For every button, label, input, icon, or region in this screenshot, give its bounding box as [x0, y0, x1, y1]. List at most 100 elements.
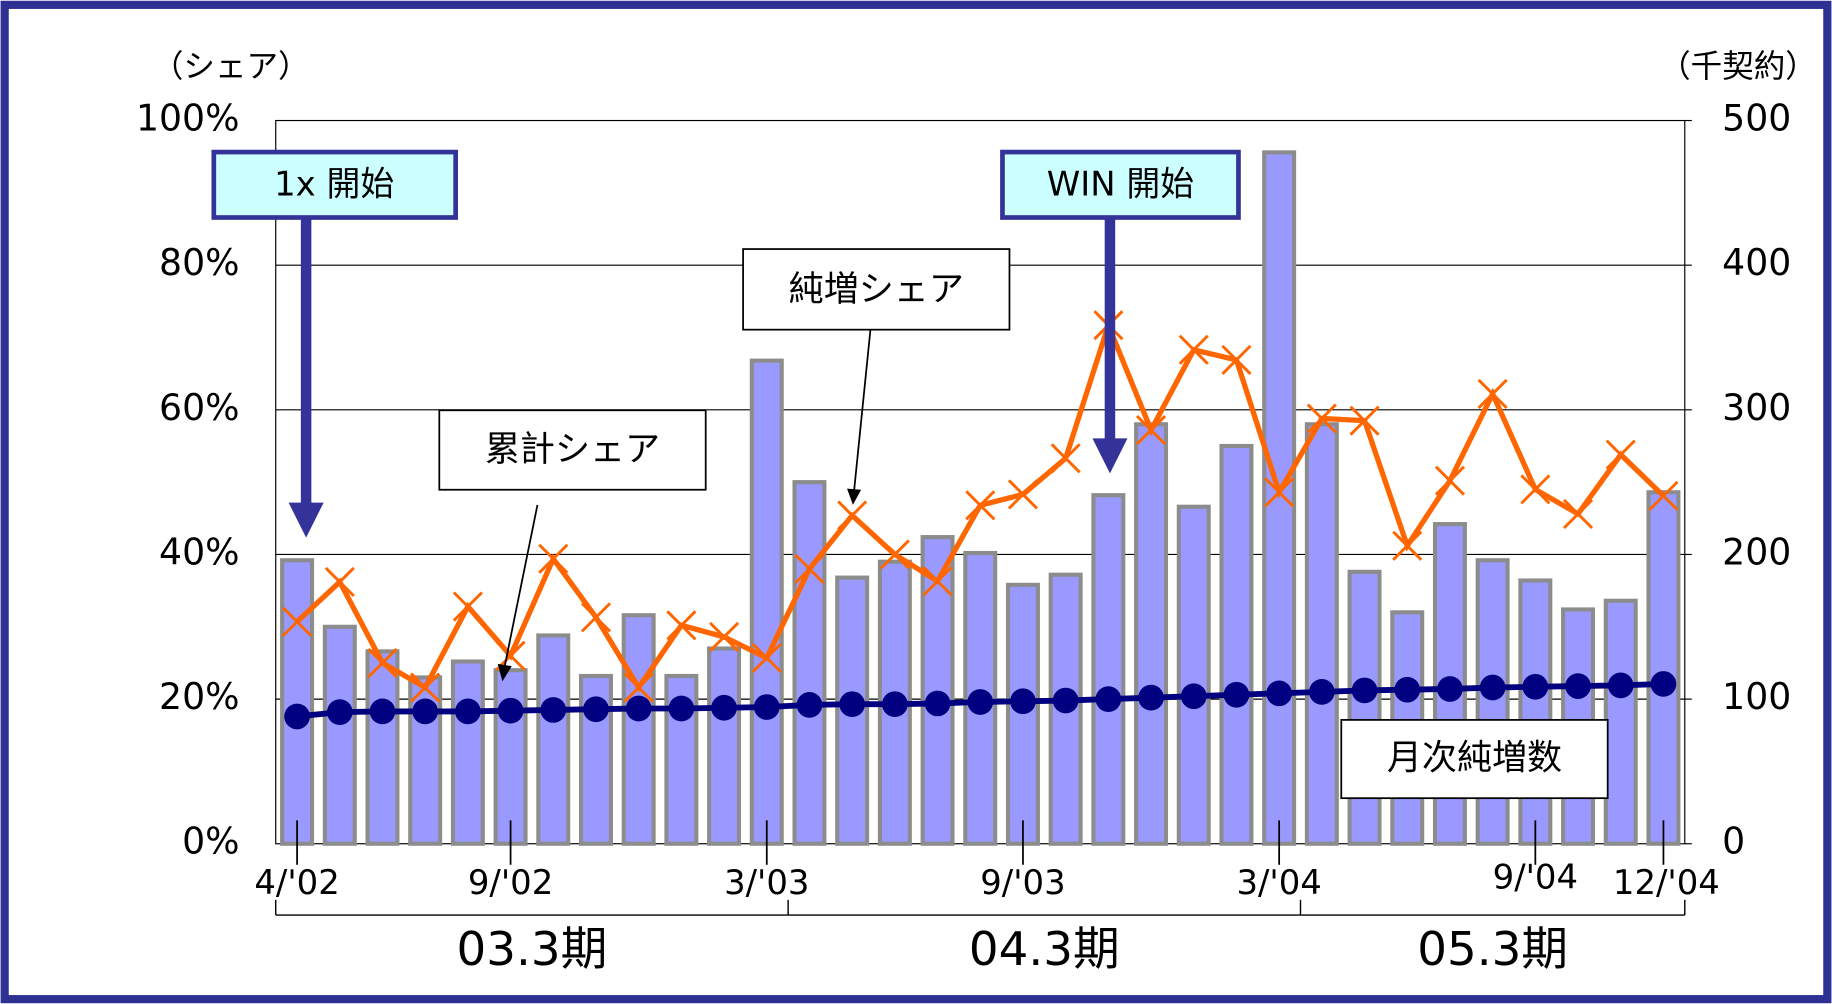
bar	[450, 659, 485, 846]
marker	[625, 695, 652, 722]
marker	[282, 606, 313, 637]
x-tick-label: 3/'04	[1236, 863, 1321, 902]
annotations: 1x 開始 WIN 開始 純増シェア 累計シェア	[211, 149, 1241, 682]
callout-line	[853, 329, 872, 491]
marker	[284, 703, 310, 730]
marker	[1522, 673, 1549, 700]
x-tick-label: 9/'03	[980, 863, 1065, 902]
bar	[749, 358, 784, 846]
annotation-box	[211, 149, 458, 220]
y2-tick-label: 100	[1722, 675, 1791, 718]
marker	[751, 642, 782, 673]
marker	[1605, 439, 1636, 470]
marker	[1437, 676, 1463, 702]
callout-box	[1340, 719, 1609, 800]
bar	[1475, 558, 1510, 846]
bar	[1304, 422, 1339, 846]
marker	[367, 647, 398, 678]
bar	[322, 624, 357, 846]
bar	[536, 633, 571, 846]
annotation: 1x 開始	[274, 164, 394, 203]
marker	[1050, 443, 1081, 474]
marker	[1351, 677, 1378, 704]
marker	[666, 610, 697, 641]
x-tick-label: 12/'04	[1613, 863, 1720, 902]
arrow-head	[1092, 438, 1128, 474]
bar	[920, 535, 955, 846]
y2-tick-label: 0	[1722, 820, 1745, 863]
marker	[1520, 474, 1551, 505]
marker	[538, 543, 569, 574]
marker	[324, 566, 355, 597]
marker	[583, 696, 609, 723]
marker	[1264, 477, 1295, 508]
arrow-head	[288, 502, 324, 538]
marker	[1650, 671, 1677, 697]
marker	[1266, 680, 1293, 707]
marker	[369, 698, 396, 725]
x-tick-label: 3/'03	[724, 863, 809, 902]
marker	[1136, 415, 1167, 446]
bar	[621, 613, 656, 846]
marker	[709, 621, 740, 652]
bar	[1134, 422, 1169, 846]
callout: 純増シェア	[789, 269, 964, 310]
marker	[1221, 344, 1252, 375]
annotation-box	[1000, 149, 1241, 220]
marker	[1477, 378, 1508, 409]
marker	[967, 689, 994, 715]
y2-axis-label: （千契約）	[1659, 49, 1817, 85]
bar	[365, 649, 400, 846]
period-label: 04.3期	[969, 923, 1120, 977]
x-tick-label: 4/'02	[254, 863, 339, 902]
annotation: WIN 開始	[1047, 164, 1194, 203]
marker	[1178, 334, 1209, 365]
marker	[623, 672, 654, 703]
marker	[711, 694, 737, 721]
marker	[452, 591, 483, 622]
bar	[792, 480, 827, 846]
y-tick-label: 20%	[159, 675, 239, 718]
y-tick-label: 0%	[182, 820, 239, 863]
y-axis-label: （シェア）	[152, 49, 310, 85]
lines: 月次純増数	[282, 310, 1679, 800]
marker	[839, 691, 866, 718]
marker	[965, 490, 996, 521]
marker	[1434, 465, 1465, 496]
callout-head	[847, 488, 862, 505]
marker	[1223, 681, 1250, 708]
y2-tick-label: 400	[1722, 241, 1791, 284]
marker	[879, 539, 910, 570]
y-tick-label: 80%	[159, 241, 239, 284]
y-tick-label: 100%	[136, 97, 240, 140]
marker	[882, 691, 908, 718]
bar	[707, 646, 742, 846]
marker	[410, 672, 441, 703]
marker	[1095, 686, 1122, 712]
marker	[1180, 683, 1207, 710]
callout-head	[497, 663, 512, 682]
marker	[540, 697, 567, 723]
marker	[326, 699, 353, 725]
marker	[1007, 479, 1039, 510]
y2-tick-label: 200	[1722, 530, 1791, 573]
bar	[1603, 598, 1638, 846]
bar	[493, 668, 528, 846]
bar	[1518, 578, 1553, 846]
marker	[455, 698, 481, 725]
marker	[497, 697, 524, 724]
marker	[753, 694, 780, 720]
bar	[1347, 569, 1382, 846]
marker	[412, 698, 439, 725]
marker	[1392, 530, 1423, 561]
bar	[1262, 150, 1297, 846]
marker	[922, 566, 953, 597]
callout-box	[742, 248, 1011, 331]
bar	[280, 558, 315, 846]
marker	[1479, 674, 1506, 701]
marker	[1394, 676, 1421, 703]
marker	[1562, 498, 1594, 530]
y2-tick-label: 300	[1722, 386, 1791, 429]
marker	[1565, 673, 1591, 699]
